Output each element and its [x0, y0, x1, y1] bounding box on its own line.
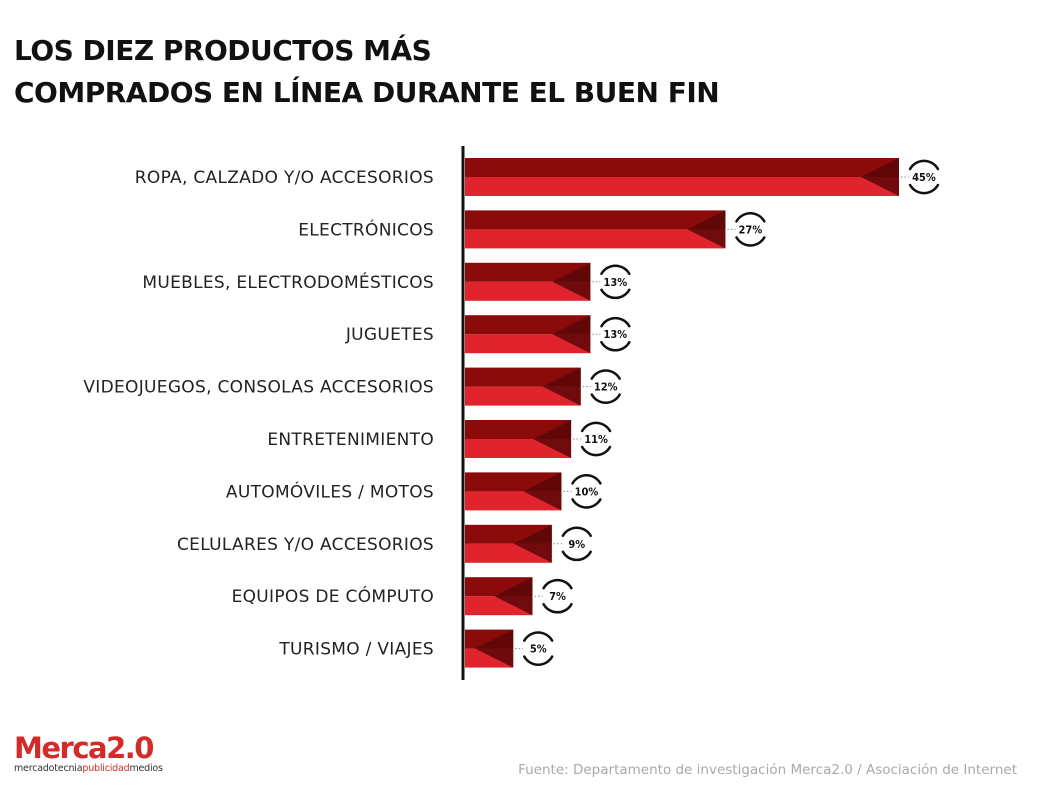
- category-label: CELULARES Y/O ACCESORIOS: [177, 535, 434, 555]
- bar-upper: [465, 367, 581, 387]
- bar-lower: [465, 177, 899, 196]
- bar-row: ENTRETENIMIENTO 11%: [267, 420, 612, 458]
- chart-title: LOS DIEZ PRODUCTOS MÁS COMPRADOS EN LÍNE…: [14, 30, 720, 114]
- bar-fold: [533, 420, 572, 458]
- category-label: TURISMO / VIAJES: [278, 640, 434, 660]
- bar-fold: [861, 158, 899, 196]
- bar-row: EQUIPOS DE CÓMPUTO 7%: [232, 577, 573, 616]
- bar-row: ROPA, CALZADO Y/O ACCESORIOS 45%: [135, 158, 940, 196]
- value-badge-arc-bottom: [908, 183, 940, 195]
- value-badge-arc-bottom: [590, 393, 621, 404]
- logo-wordmark: Merca2.0: [14, 733, 163, 763]
- value-badge-arc-top: [580, 421, 612, 433]
- value-label: 7%: [549, 590, 566, 603]
- bar-lower: [465, 386, 581, 406]
- value-badge-arc-bottom: [542, 602, 573, 614]
- category-label: ROPA, CALZADO Y/O ACCESORIOS: [135, 168, 434, 188]
- bar-upper: [465, 210, 726, 230]
- value-label: 5%: [530, 643, 547, 656]
- value-label: 27%: [739, 223, 763, 236]
- logo-wordmark-version: 2.0: [106, 731, 154, 765]
- value-badge-arc-top: [571, 474, 602, 485]
- value-badge-arc-top: [542, 578, 573, 590]
- value-label: 9%: [568, 538, 585, 551]
- value-badge-arc-top: [600, 316, 631, 328]
- value-badge-arc-bottom: [580, 445, 612, 457]
- source-note: Fuente: Departamento de investigación Me…: [518, 762, 1017, 778]
- category-label: ELECTRÓNICOS: [298, 218, 434, 240]
- bar-fold: [687, 210, 726, 249]
- value-label: 45%: [912, 171, 936, 184]
- bar-upper: [465, 158, 899, 177]
- value-badge-arc-top: [600, 264, 631, 276]
- value-badge-arc-top: [735, 212, 766, 223]
- logo-tagline-c: medios: [129, 763, 163, 774]
- category-label: ENTRETENIMIENTO: [267, 430, 434, 450]
- bar-row: MUEBLES, ELECTRODOMÉSTICOS 13%: [142, 262, 631, 301]
- bar-lower: [465, 281, 591, 301]
- bar-lower: [465, 229, 726, 249]
- value-badge-arc-bottom: [735, 236, 766, 247]
- title-line-2: COMPRADOS EN LÍNEA DURANTE EL BUEN FIN: [14, 76, 720, 109]
- bar-upper: [465, 262, 591, 282]
- value-badge-arc-bottom: [571, 498, 602, 509]
- bar-row: CELULARES Y/O ACCESORIOS 9%: [177, 524, 592, 563]
- bar-fold: [552, 262, 591, 301]
- bar-fold: [523, 472, 562, 511]
- bar-row: JUGUETES 13%: [345, 315, 631, 354]
- bar-upper: [465, 315, 591, 335]
- value-label: 12%: [594, 381, 618, 394]
- bar-chart: ROPA, CALZADO Y/O ACCESORIOS 45% ELECTRÓNI…: [83, 146, 940, 680]
- value-label: 13%: [604, 276, 628, 289]
- value-badge-arc-top: [523, 631, 554, 642]
- value-badge-arc-top: [908, 159, 940, 171]
- category-label: EQUIPOS DE CÓMPUTO: [232, 585, 434, 607]
- bar-fold: [552, 315, 591, 354]
- value-badge-arc-bottom: [523, 655, 554, 666]
- category-label: JUGUETES: [345, 325, 434, 345]
- bar-fold: [542, 367, 581, 406]
- value-label: 13%: [604, 328, 628, 341]
- logo-tagline: mercadotecniapublicidadmedios: [14, 763, 163, 774]
- logo-tagline-b: publicidad: [82, 763, 130, 774]
- bars-group: ROPA, CALZADO Y/O ACCESORIOS 45% ELECTRÓNI…: [83, 158, 940, 668]
- bar-row: VIDEOJUEGOS, CONSOLAS ACCESORIOS 12%: [83, 367, 621, 406]
- title-line-1: LOS DIEZ PRODUCTOS MÁS: [14, 34, 432, 67]
- merca-logo: Merca2.0 mercadotecniapublicidadmedios: [14, 733, 163, 774]
- logo-wordmark-merca: Merca: [14, 731, 108, 765]
- value-label: 11%: [584, 433, 608, 446]
- bar-lower: [465, 334, 591, 354]
- bar-row: AUTOMÓVILES / MOTOS 10%: [226, 472, 602, 511]
- value-badge-arc-top: [561, 526, 592, 538]
- bar-fold: [513, 524, 552, 563]
- bar-row: ELECTRÓNICOS 27%: [298, 210, 766, 249]
- value-label: 10%: [575, 485, 599, 498]
- logo-tagline-a: mercadotecnia: [14, 763, 83, 774]
- value-badge-arc-bottom: [600, 340, 631, 352]
- value-badge-arc-top: [590, 369, 621, 380]
- value-badge-arc-bottom: [600, 288, 631, 300]
- category-label: VIDEOJUEGOS, CONSOLAS ACCESORIOS: [83, 378, 434, 398]
- bar-row: TURISMO / VIAJES 5%: [278, 629, 554, 668]
- bar-fold: [475, 629, 514, 668]
- category-label: AUTOMÓVILES / MOTOS: [226, 480, 434, 502]
- value-badge-arc-bottom: [561, 550, 592, 562]
- category-label: MUEBLES, ELECTRODOMÉSTICOS: [142, 271, 434, 293]
- bar-fold: [494, 577, 533, 616]
